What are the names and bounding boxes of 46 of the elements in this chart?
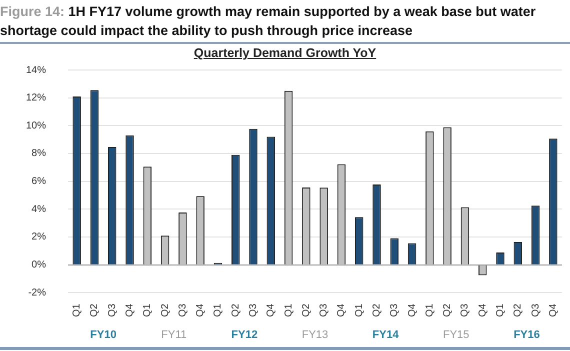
text: FY10 xyxy=(90,329,116,342)
x-tick-label: Q1 xyxy=(212,303,224,318)
x-tick-label: Q2 xyxy=(89,303,100,318)
y-tick-label: 6% xyxy=(32,176,46,188)
x-tick-label: Q1 xyxy=(354,303,365,318)
x-tick-label: Q1 xyxy=(72,303,83,318)
text: FY11 xyxy=(161,329,187,342)
chart-subtitle: Quarterly Demand Growth YoY xyxy=(192,46,378,60)
text: FY12 xyxy=(231,329,258,342)
x-tick-label: Q2 xyxy=(160,303,171,318)
text: FY16 xyxy=(514,329,540,342)
x-tick-label: Q4 xyxy=(548,303,559,318)
y-tick-label: 2% xyxy=(32,232,46,243)
x-tick-label: Q3 xyxy=(460,303,471,318)
y-tick-label: 10% xyxy=(26,120,46,132)
y-tick-label: 8% xyxy=(32,148,46,160)
x-tick-label: Q1 xyxy=(283,303,294,318)
x-tick-label: Q3 xyxy=(318,303,330,318)
x-tick-label: Q2 xyxy=(442,303,454,318)
text: FY13 xyxy=(302,329,328,342)
x-tick-label: Q4 xyxy=(336,303,348,318)
x-tick-label: Q1 xyxy=(142,303,154,318)
x-tick-label: Q2 xyxy=(230,303,242,318)
x-tick-label: Q3 xyxy=(177,303,188,318)
x-tick-label: Q4 xyxy=(477,303,488,318)
x-tick-label: Q3 xyxy=(530,303,542,318)
x-tick-label: Q2 xyxy=(372,303,383,318)
x-tick-label: Q4 xyxy=(406,303,418,318)
x-tick-label: Q2 xyxy=(512,303,524,318)
x-tick-label: Q3 xyxy=(106,303,118,318)
x-tick-label: Q1 xyxy=(495,303,506,318)
text: FY15 xyxy=(443,329,470,342)
x-tick-label: Q1 xyxy=(424,303,436,318)
x-tick-label: Q4 xyxy=(266,303,277,318)
x-tick-label: Q4 xyxy=(124,303,136,318)
text: FY14 xyxy=(372,329,400,342)
x-tick-label: Q3 xyxy=(389,303,400,318)
chart-title: Figure 14: 1H FY17 volume growth may remain supported by a weak base but water shortage could impact the ability to push through price increase xyxy=(0,3,537,40)
y-tick-label: 14% xyxy=(26,64,46,76)
y-tick-label: 12% xyxy=(26,92,46,104)
x-tick-label: Q3 xyxy=(248,303,260,318)
x-tick-label: Q2 xyxy=(300,303,312,318)
x-tick-label: Q4 xyxy=(195,303,206,318)
y-tick-label: -2% xyxy=(28,287,46,298)
y-tick-label: 4% xyxy=(32,204,46,215)
y-tick-label: 0% xyxy=(32,260,46,271)
